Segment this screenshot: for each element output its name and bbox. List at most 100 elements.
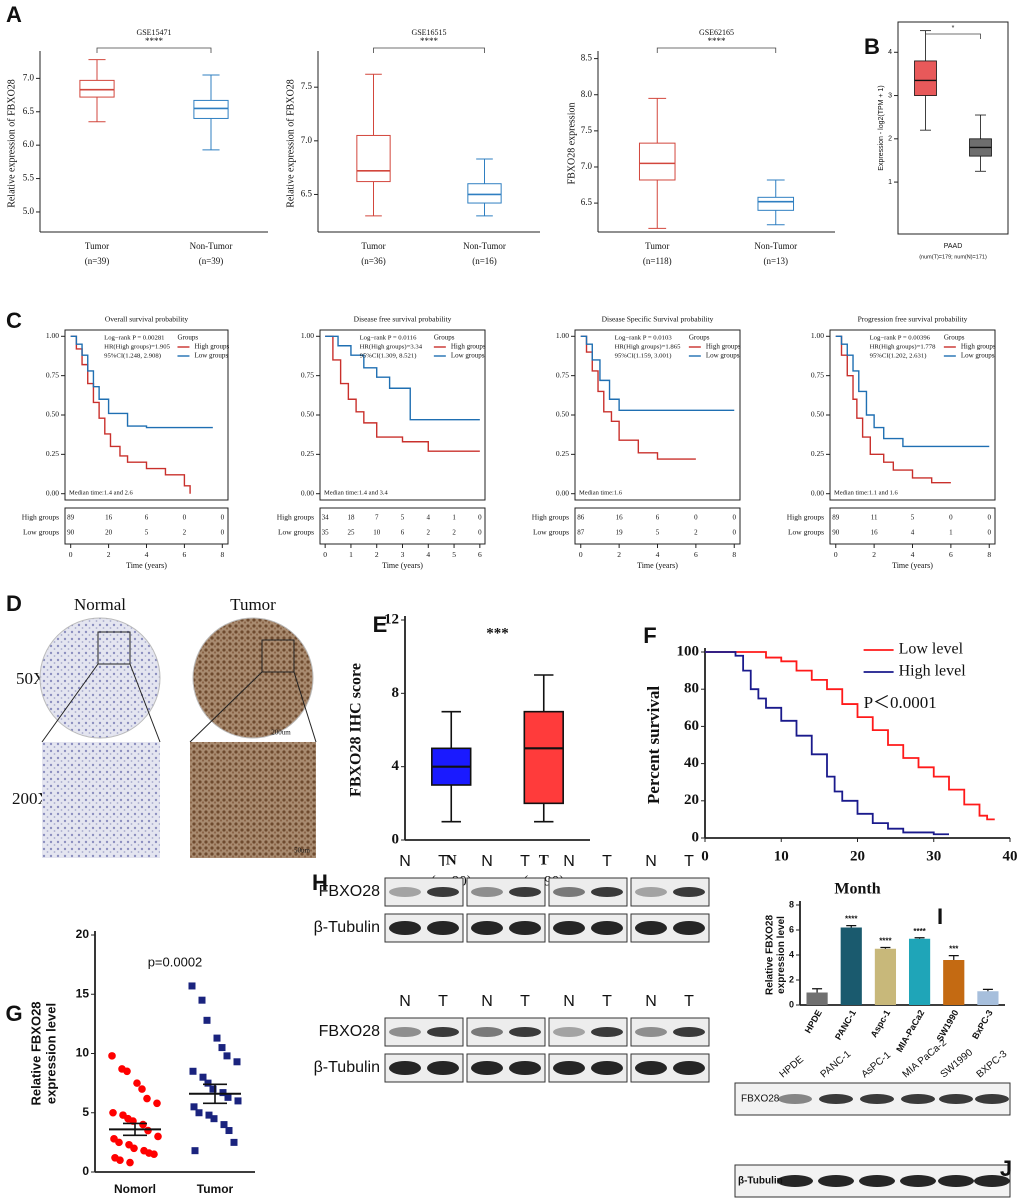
y-tick-label: 1.00: [46, 331, 59, 340]
annotation: Log−rank P = 0.00281: [104, 335, 164, 342]
lane-label: T: [438, 853, 448, 870]
data-point: [224, 1093, 232, 1101]
risk-row-label: High groups: [532, 513, 569, 522]
chart-title: GSE62165: [699, 28, 734, 37]
risk-count: 2: [427, 529, 431, 537]
risk-count: 0: [987, 514, 991, 522]
y-tick-label: 7.5: [581, 125, 593, 135]
blot-band: [427, 887, 459, 897]
blot-band: [938, 1175, 974, 1187]
risk-count: 16: [871, 529, 879, 537]
x-tick-label: 6: [183, 550, 187, 559]
protein-label: FBXO28: [319, 883, 380, 900]
lane-label: N: [399, 853, 411, 870]
y-tick-label: 7.0: [23, 72, 35, 82]
x-tick-label: 20: [850, 848, 865, 864]
protein-label: FBXO28: [319, 1023, 380, 1040]
risk-count: 0: [221, 529, 225, 537]
lane-label: T: [520, 993, 530, 1010]
risk-count: 6: [401, 529, 405, 537]
zoom-box: [261, 639, 295, 673]
zoom-line: [41, 663, 99, 743]
legend-label: High groups: [961, 343, 996, 351]
bar: [943, 960, 965, 1005]
panel-letter: F: [643, 623, 656, 648]
error-bar: [914, 937, 925, 939]
y-tick-label: 6: [789, 924, 794, 934]
legend-label: High groups: [194, 343, 229, 351]
median-label: Median time:1.6: [579, 489, 623, 496]
blot-band: [553, 921, 585, 935]
y-tick-label: 0.75: [556, 370, 569, 379]
lane-label: N: [481, 993, 493, 1010]
lane-label: T: [438, 993, 448, 1010]
blot-band: [778, 1094, 812, 1104]
n-label: (n=39): [199, 256, 224, 266]
y-tick-label: 7.5: [301, 81, 313, 91]
blot-band: [591, 1061, 623, 1075]
box: [914, 60, 937, 96]
data-point: [219, 1089, 227, 1097]
chart-panel: 5.0 5.5 6.0 6.5 7.0 Relative expression of FB…: [6, 28, 268, 266]
x-tick-label: HPDE: [803, 1008, 824, 1035]
lane-label: T: [520, 853, 530, 870]
blot-band: [427, 1061, 459, 1075]
blot-strip: [548, 1017, 628, 1047]
data-point: [123, 1067, 131, 1076]
significance: ****: [420, 36, 439, 46]
blot-band: [818, 1175, 854, 1187]
blot-band: [553, 1027, 585, 1037]
risk-count: 0: [183, 514, 187, 522]
risk-count: 18: [347, 514, 355, 522]
zoom-line: [189, 671, 263, 743]
data-point: [209, 1085, 217, 1093]
risk-count: 0: [478, 514, 482, 522]
box: [523, 710, 564, 805]
plot-frame: [897, 21, 1009, 235]
blot-band: [389, 1027, 421, 1037]
survival-curve: [705, 651, 995, 821]
data-point: [225, 1127, 233, 1135]
y-tick-label: 0.50: [46, 410, 59, 419]
y-tick-label: 0: [392, 831, 400, 847]
annotation: P＜0.0001: [864, 693, 937, 712]
y-tick-label: 0.75: [811, 370, 824, 379]
ihc-row: 50X: [16, 669, 45, 688]
annotation: 95%CI(1.248, 2.908): [104, 353, 161, 360]
risk-count: 90: [67, 529, 75, 537]
y-tick-label: 0.25: [811, 449, 824, 458]
x-tick-label: 8: [987, 550, 991, 559]
plot-frame: [64, 329, 229, 501]
x-axis-title: Time (years): [637, 561, 678, 570]
chart-panel: 0 5 10 15 20 Relative FBXO28 expression level N…: [28, 927, 255, 1196]
y-tick-label: 0.50: [556, 410, 569, 419]
y-tick-label: 5: [82, 1105, 89, 1119]
lane-label: T: [602, 853, 612, 870]
legend-label: High groups: [451, 343, 486, 351]
scale-bar: 200um: [271, 729, 291, 737]
y-axis-title: Expression - log2(TPM + 1): [878, 85, 885, 170]
lane-label: HPDE: [778, 1054, 807, 1080]
x-axis-title: Time (years): [892, 561, 933, 570]
y-tick-label: 1.00: [301, 331, 314, 340]
significance-bracket: [925, 33, 981, 39]
x-tick-label: PANC-1: [833, 1008, 858, 1041]
data-point: [133, 1079, 141, 1087]
y-tick-label: 1.00: [811, 331, 824, 340]
data-point: [154, 1132, 162, 1141]
y-tick-label: 0.00: [811, 488, 824, 497]
ihc-image: [42, 742, 160, 858]
bar: [806, 992, 828, 1005]
lane-label: N: [481, 853, 493, 870]
data-point: [213, 1034, 221, 1042]
legend-title: Groups: [944, 334, 965, 342]
box: [193, 99, 229, 119]
chart-title: GSE16515: [411, 28, 446, 37]
y-axis-title: FBXO28 IHC score: [348, 663, 365, 797]
y-tick-label: 0.50: [301, 410, 314, 419]
risk-count: 86: [577, 514, 585, 522]
box: [467, 183, 502, 204]
blot-band: [471, 1061, 503, 1075]
